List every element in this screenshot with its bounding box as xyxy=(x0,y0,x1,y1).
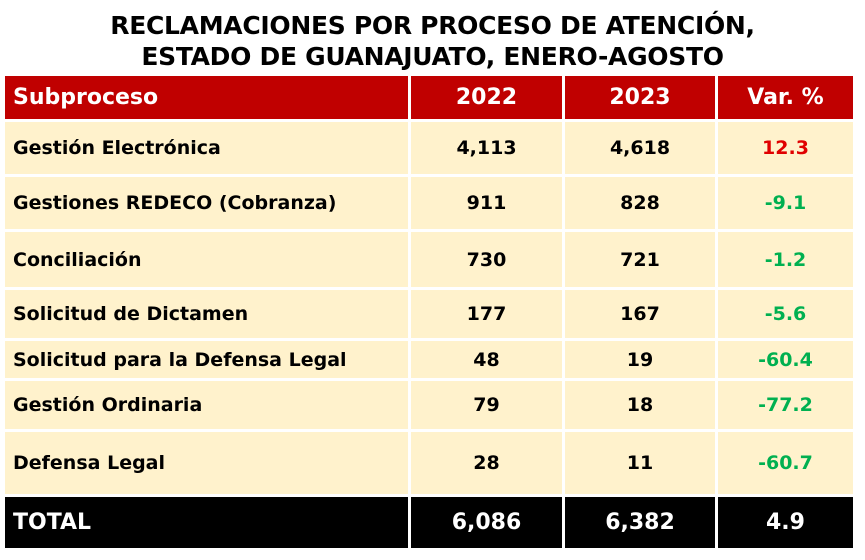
table-row: Gestiones REDECO (Cobranza) 911 828 -9.1 xyxy=(5,177,853,229)
table-row: Gestión Electrónica 4,113 4,618 12.3 xyxy=(5,122,853,174)
cell-2023: 828 xyxy=(565,177,715,229)
cell-2022: 730 xyxy=(411,232,562,287)
table-row: Solicitud de Dictamen 177 167 -5.6 xyxy=(5,290,853,338)
cell-2022: 177 xyxy=(411,290,562,338)
cell-subproceso: Gestión Electrónica xyxy=(5,122,408,174)
header-2023: 2023 xyxy=(565,76,715,119)
cell-2022: 48 xyxy=(411,341,562,378)
title-line-1: RECLAMACIONES POR PROCESO DE ATENCIÓN, xyxy=(110,11,755,40)
cell-var: -1.2 xyxy=(718,232,853,287)
cell-subproceso: Solicitud de Dictamen xyxy=(5,290,408,338)
page-title: RECLAMACIONES POR PROCESO DE ATENCIÓN, E… xyxy=(0,10,865,72)
total-row: TOTAL 6,086 6,382 4.9 xyxy=(5,497,853,548)
cell-2023: 167 xyxy=(565,290,715,338)
header-2022: 2022 xyxy=(411,76,562,119)
cell-2023: 4,618 xyxy=(565,122,715,174)
cell-var: -5.6 xyxy=(718,290,853,338)
table-row: Gestión Ordinaria 79 18 -77.2 xyxy=(5,381,853,429)
cell-subproceso: Solicitud para la Defensa Legal xyxy=(5,341,408,378)
claims-table: Subproceso 2022 2023 Var. % Gestión Elec… xyxy=(2,73,856,551)
table-row: Defensa Legal 28 11 -60.7 xyxy=(5,432,853,494)
header-var: Var. % xyxy=(718,76,853,119)
cell-subproceso: Gestión Ordinaria xyxy=(5,381,408,429)
header-row: Subproceso 2022 2023 Var. % xyxy=(5,76,853,119)
header-subproceso: Subproceso xyxy=(5,76,408,119)
cell-subproceso: Conciliación xyxy=(5,232,408,287)
total-2022: 6,086 xyxy=(411,497,562,548)
cell-subproceso: Defensa Legal xyxy=(5,432,408,494)
table-row: Solicitud para la Defensa Legal 48 19 -6… xyxy=(5,341,853,378)
cell-2023: 721 xyxy=(565,232,715,287)
cell-2022: 4,113 xyxy=(411,122,562,174)
total-label: TOTAL xyxy=(5,497,408,548)
title-line-2: ESTADO DE GUANAJUATO, ENERO-AGOSTO xyxy=(141,42,724,71)
table-row: Conciliación 730 721 -1.2 xyxy=(5,232,853,287)
cell-var: -60.4 xyxy=(718,341,853,378)
cell-2022: 79 xyxy=(411,381,562,429)
cell-2023: 11 xyxy=(565,432,715,494)
cell-var: -9.1 xyxy=(718,177,853,229)
cell-2023: 18 xyxy=(565,381,715,429)
cell-subproceso: Gestiones REDECO (Cobranza) xyxy=(5,177,408,229)
cell-var: -60.7 xyxy=(718,432,853,494)
cell-var: 12.3 xyxy=(718,122,853,174)
cell-2022: 28 xyxy=(411,432,562,494)
cell-2022: 911 xyxy=(411,177,562,229)
total-2023: 6,382 xyxy=(565,497,715,548)
cell-2023: 19 xyxy=(565,341,715,378)
cell-var: -77.2 xyxy=(718,381,853,429)
total-var: 4.9 xyxy=(718,497,853,548)
